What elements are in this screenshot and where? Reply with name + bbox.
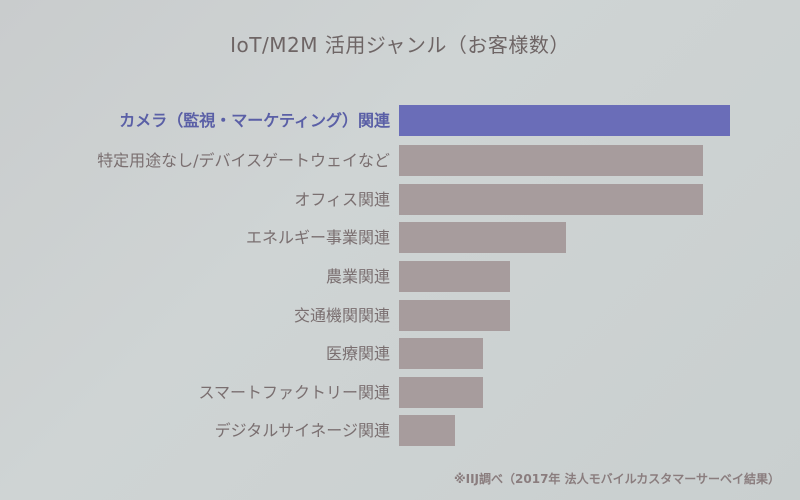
bar — [399, 145, 703, 176]
source-footnote: ※IIJ調べ（2017年 法人モバイルカスタマーサーベイ結果） — [453, 472, 780, 486]
bar-row: 農業関連 — [0, 261, 800, 292]
bar-row: エネルギー事業関連 — [0, 222, 800, 253]
bar-label: スマートファクトリー関連 — [198, 383, 390, 402]
bar-label: 農業関連 — [325, 267, 390, 286]
bar-row: カメラ（監視・マーケティング）関連 — [0, 105, 800, 136]
bar — [399, 415, 455, 446]
bar — [399, 377, 483, 408]
bar-row: 医療関連 — [0, 338, 800, 369]
bar-label: オフィス関連 — [294, 190, 390, 209]
bar-row: 交通機関関連 — [0, 300, 800, 331]
bar — [399, 338, 483, 369]
bar-row: デジタルサイネージ関連 — [0, 415, 800, 446]
bar-label: 交通機関関連 — [293, 306, 390, 325]
bar-label: デジタルサイネージ関連 — [214, 421, 390, 440]
bar-row: オフィス関連 — [0, 184, 800, 215]
bar — [399, 105, 730, 136]
chart-title: IoT/M2M 活用ジャンル（お客様数） — [230, 33, 570, 57]
bar-label: カメラ（監視・マーケティング）関連 — [119, 111, 390, 130]
bar — [399, 261, 510, 292]
bar-row: 特定用途なし/デバイスゲートウェイなど — [0, 145, 800, 176]
bar-label: 医療関連 — [325, 344, 390, 363]
bar-label: エネルギー事業関連 — [245, 228, 390, 247]
bar — [399, 300, 510, 331]
bar-label: 特定用途なし/デバイスゲートウェイなど — [97, 151, 390, 170]
bar — [399, 184, 703, 215]
bar — [399, 222, 566, 253]
bar-row: スマートファクトリー関連 — [0, 377, 800, 408]
